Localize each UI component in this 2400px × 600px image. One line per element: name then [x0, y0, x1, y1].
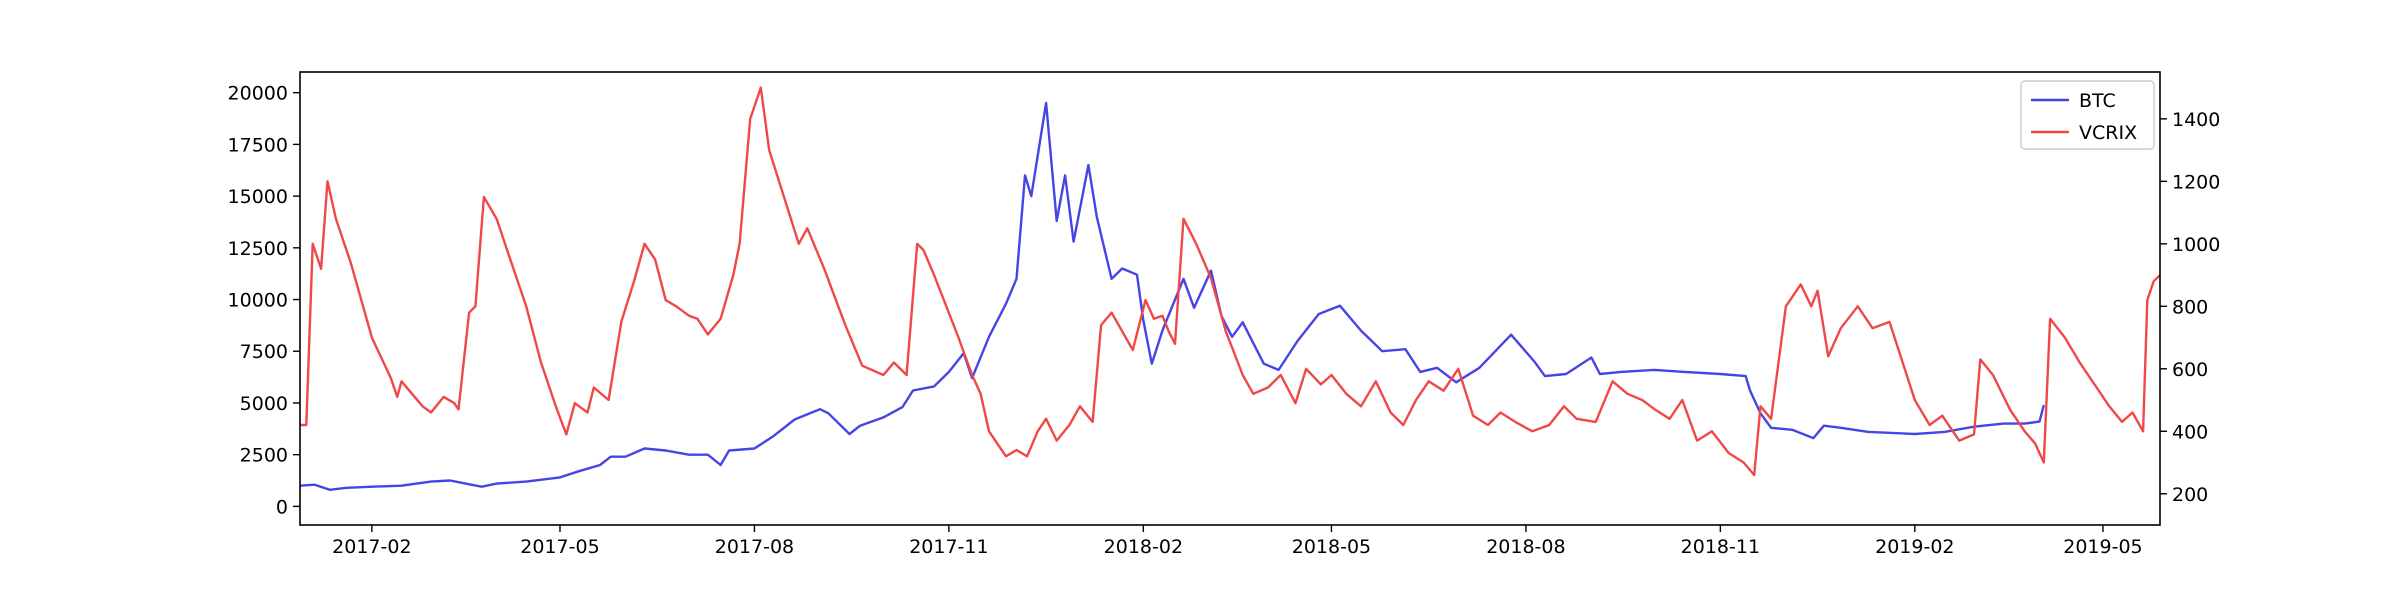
y-right-tick-label: 1200	[2172, 171, 2220, 193]
x-tick-label: 2017-08	[715, 536, 794, 558]
y-left-tick-label: 15000	[228, 186, 288, 208]
x-tick-label: 2018-02	[1104, 536, 1183, 558]
y-axis-right: 200 400 600 800 1000 1200 1400	[2160, 109, 2220, 506]
x-tick-label: 2017-05	[520, 536, 599, 558]
legend-label-vcrix: VCRIX	[2079, 122, 2137, 144]
y-left-tick-label: 20000	[228, 83, 288, 105]
series-line-vcrix	[300, 86, 2160, 477]
x-tick-label: 2017-11	[909, 536, 988, 558]
x-tick-label: 2019-02	[1875, 536, 1954, 558]
y-left-tick-label: 10000	[228, 290, 288, 312]
y-left-tick-label: 12500	[228, 238, 288, 260]
y-left-tick-label: 5000	[240, 393, 288, 415]
legend-label-btc: BTC	[2079, 90, 2116, 112]
y-right-tick-label: 200	[2172, 484, 2208, 506]
y-right-tick-label: 1400	[2172, 109, 2220, 131]
x-tick-label: 2018-05	[1292, 536, 1371, 558]
plot-area	[299, 71, 2161, 526]
y-axis-left: 0 2500 5000 7500 10000 12500 15000 17500 20000	[228, 83, 300, 518]
y-right-tick-label: 1000	[2172, 234, 2220, 256]
series-line-btc	[300, 101, 2045, 491]
x-tick-label: 2017-02	[332, 536, 411, 558]
y-left-tick-label: 17500	[228, 134, 288, 156]
y-right-tick-label: 800	[2172, 296, 2208, 318]
x-tick-label: 2019-05	[2063, 536, 2142, 558]
y-left-tick-label: 2500	[240, 445, 288, 467]
y-left-tick-label: 7500	[240, 341, 288, 363]
x-axis: 2017-02 2017-05 2017-08 2017-11 2018-02 2018-…	[332, 525, 2143, 558]
x-tick-label: 2018-08	[1486, 536, 1565, 558]
y-left-tick-label: 0	[276, 496, 288, 518]
y-right-tick-label: 400	[2172, 421, 2208, 443]
y-right-tick-label: 600	[2172, 359, 2208, 381]
plot-frame	[299, 71, 2161, 526]
x-tick-label: 2018-11	[1681, 536, 1760, 558]
legend: BTC VCRIX	[2020, 80, 2155, 150]
